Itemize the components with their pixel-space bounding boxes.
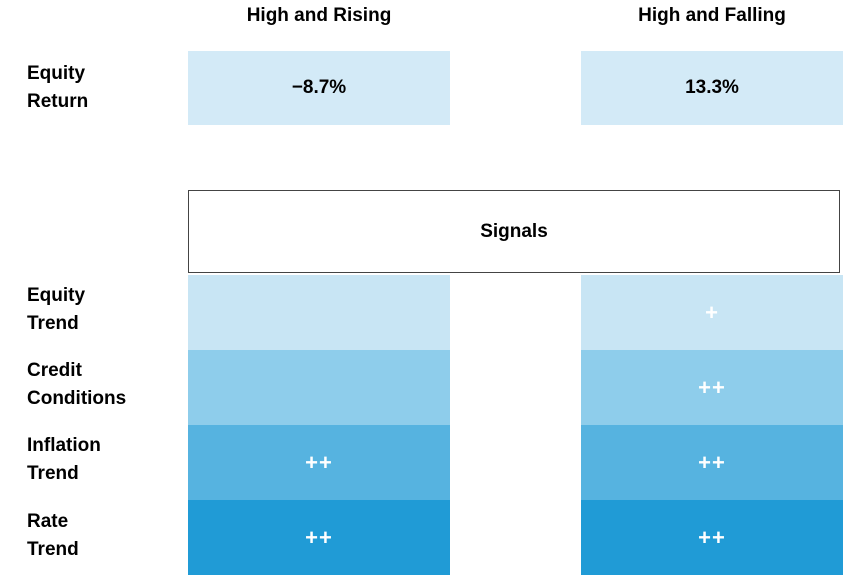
- row-label-equity-return: Equity Return: [27, 60, 88, 116]
- signal-rate-trend-high-falling: ++: [581, 500, 843, 575]
- signal-equity-trend-high-rising: [188, 275, 450, 350]
- signal-credit-conditions-high-rising: [188, 350, 450, 425]
- row-label-line2: Conditions: [27, 388, 127, 409]
- row-label-line1: Rate: [27, 511, 69, 532]
- row-label-line1: Inflation: [27, 435, 101, 456]
- row-label-line2: Return: [27, 91, 89, 112]
- row-label-inflation-trend: Inflation Trend: [27, 432, 101, 488]
- equity-return-high-falling: 13.3%: [581, 51, 843, 125]
- row-label-line1: Credit: [27, 360, 82, 381]
- row-label-line2: Trend: [27, 463, 79, 484]
- signal-credit-conditions-high-falling: ++: [581, 350, 843, 425]
- signal-inflation-trend-high-falling: ++: [581, 425, 843, 500]
- signal-rate-trend-high-rising: ++: [188, 500, 450, 575]
- column-header-high-falling: High and Falling: [638, 5, 786, 26]
- signal-inflation-trend-high-rising: ++: [188, 425, 450, 500]
- equity-return-high-rising: −8.7%: [188, 51, 450, 125]
- row-label-credit-conditions: Credit Conditions: [27, 357, 126, 413]
- row-label-line1: Equity: [27, 285, 86, 306]
- row-label-rate-trend: Rate Trend: [27, 508, 79, 564]
- row-label-line2: Trend: [27, 313, 79, 334]
- signals-header: Signals: [188, 190, 840, 273]
- row-label-line2: Trend: [27, 539, 79, 560]
- row-label-line1: Equity: [27, 63, 86, 84]
- column-header-high-rising: High and Rising: [246, 5, 392, 26]
- signal-equity-trend-high-falling: +: [581, 275, 843, 350]
- row-label-equity-trend: Equity Trend: [27, 282, 85, 338]
